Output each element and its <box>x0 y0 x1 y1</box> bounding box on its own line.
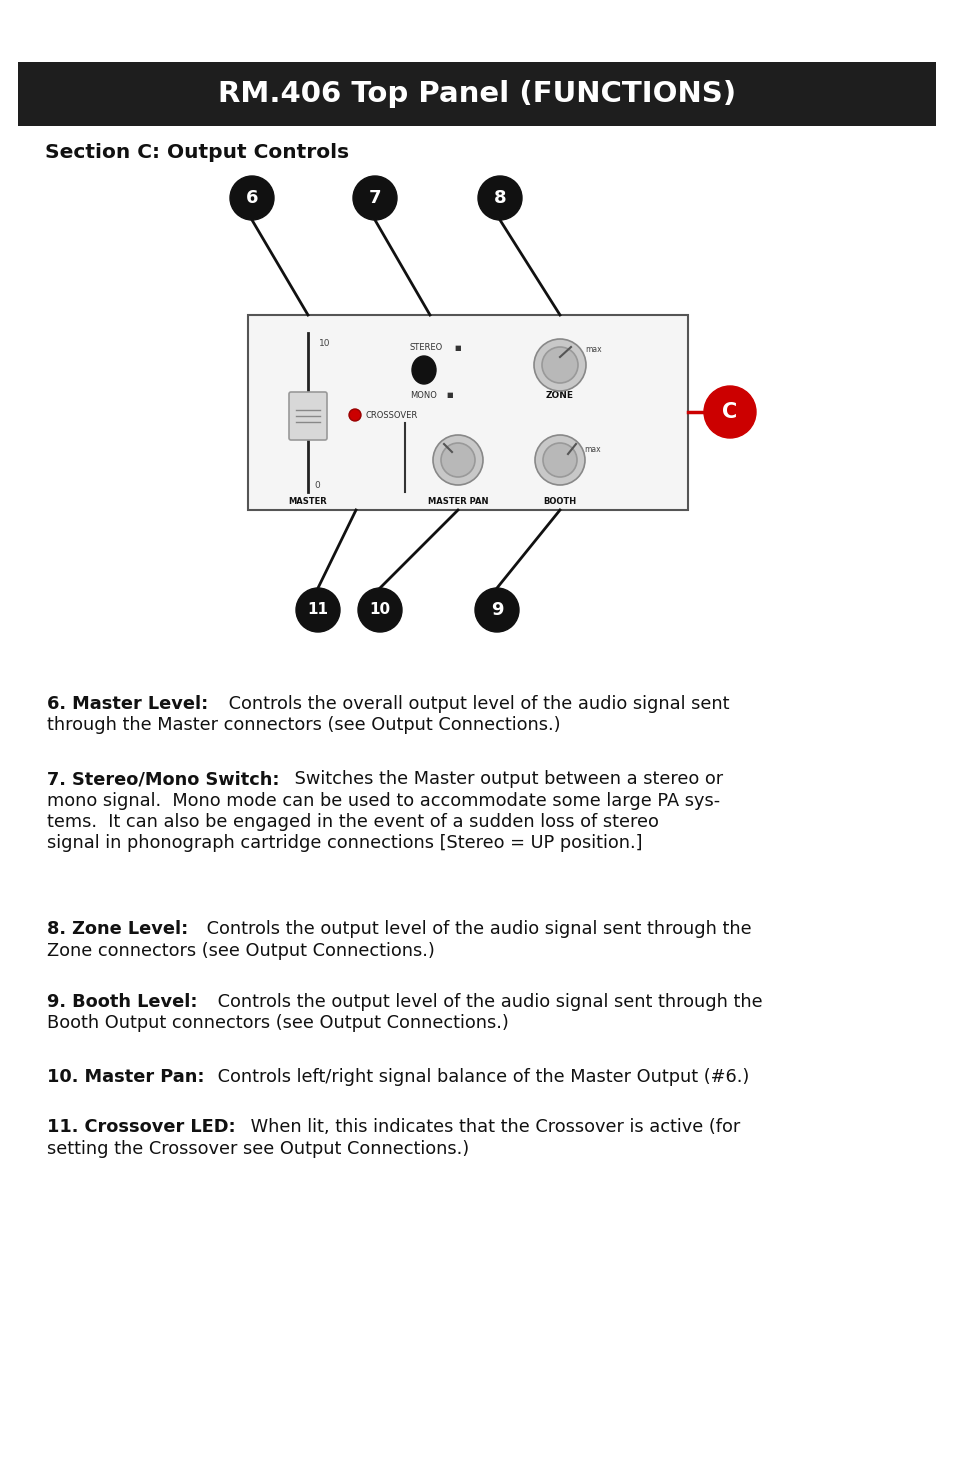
Text: MASTER PAN: MASTER PAN <box>427 497 488 506</box>
Text: max: max <box>584 345 601 354</box>
Text: mono signal.  Mono mode can be used to accommodate some large PA sys-: mono signal. Mono mode can be used to ac… <box>47 792 720 810</box>
FancyBboxPatch shape <box>18 62 935 125</box>
FancyBboxPatch shape <box>248 316 687 510</box>
Text: ZONE: ZONE <box>545 391 574 400</box>
Text: 6. Master Level:: 6. Master Level: <box>47 695 208 712</box>
Text: CROSSOVER: CROSSOVER <box>366 410 417 419</box>
Circle shape <box>475 589 518 631</box>
Text: L: L <box>436 445 440 454</box>
Text: 8: 8 <box>493 189 506 207</box>
Circle shape <box>541 347 578 384</box>
Text: 7. Stereo/Mono Switch:: 7. Stereo/Mono Switch: <box>47 770 279 788</box>
Text: Controls the output level of the audio signal sent through the: Controls the output level of the audio s… <box>201 920 751 938</box>
Circle shape <box>440 442 475 476</box>
Text: signal in phonograph cartridge connections [Stereo = UP position.]: signal in phonograph cartridge connectio… <box>47 835 641 853</box>
Text: Booth Output connectors (see Output Connections.): Booth Output connectors (see Output Conn… <box>47 1015 508 1032</box>
Text: Controls the output level of the audio signal sent through the: Controls the output level of the audio s… <box>213 993 762 1010</box>
Text: When lit, this indicates that the Crossover is active (for: When lit, this indicates that the Crosso… <box>245 1118 740 1136</box>
Text: 10: 10 <box>369 602 390 618</box>
Text: 10. Master Pan:: 10. Master Pan: <box>47 1068 204 1086</box>
Circle shape <box>433 435 482 485</box>
Text: 9: 9 <box>490 600 503 620</box>
Text: STEREO: STEREO <box>410 344 443 353</box>
Circle shape <box>477 176 521 220</box>
Circle shape <box>353 176 396 220</box>
Text: max: max <box>583 445 600 454</box>
Circle shape <box>542 442 577 476</box>
Text: 9. Booth Level:: 9. Booth Level: <box>47 993 197 1010</box>
Text: Controls the overall output level of the audio signal sent: Controls the overall output level of the… <box>223 695 729 712</box>
Text: ■: ■ <box>454 345 460 351</box>
Text: R: R <box>472 445 477 454</box>
Text: Zone connectors (see Output Connections.): Zone connectors (see Output Connections.… <box>47 941 435 960</box>
Circle shape <box>295 589 339 631</box>
Text: 11. Crossover LED:: 11. Crossover LED: <box>47 1118 235 1136</box>
Text: tems.  It can also be engaged in the event of a sudden loss of stereo: tems. It can also be engaged in the even… <box>47 813 659 830</box>
Text: through the Master connectors (see Output Connections.): through the Master connectors (see Outpu… <box>47 717 560 735</box>
Text: MASTER: MASTER <box>289 497 327 506</box>
Text: C: C <box>721 403 737 422</box>
Circle shape <box>349 409 360 420</box>
Text: Controls left/right signal balance of the Master Output (#6.): Controls left/right signal balance of th… <box>213 1068 749 1086</box>
Text: 0: 0 <box>314 481 319 491</box>
Text: 6: 6 <box>246 189 258 207</box>
Text: 10: 10 <box>318 338 330 348</box>
Ellipse shape <box>412 355 436 384</box>
Text: setting the Crossover see Output Connections.): setting the Crossover see Output Connect… <box>47 1140 469 1158</box>
Circle shape <box>535 435 584 485</box>
Text: ■: ■ <box>446 392 452 398</box>
Circle shape <box>703 386 755 438</box>
Circle shape <box>230 176 274 220</box>
Text: RM.406 Top Panel (FUNCTIONS): RM.406 Top Panel (FUNCTIONS) <box>217 80 736 108</box>
Text: Switches the Master output between a stereo or: Switches the Master output between a ste… <box>289 770 723 788</box>
Text: 7: 7 <box>369 189 381 207</box>
Text: Section C: Output Controls: Section C: Output Controls <box>45 143 349 161</box>
Text: 11: 11 <box>307 602 328 618</box>
Circle shape <box>357 589 401 631</box>
FancyBboxPatch shape <box>289 392 327 440</box>
Text: 8. Zone Level:: 8. Zone Level: <box>47 920 188 938</box>
Text: BOOTH: BOOTH <box>543 497 576 506</box>
Circle shape <box>534 339 585 391</box>
Text: MONO: MONO <box>410 391 436 400</box>
